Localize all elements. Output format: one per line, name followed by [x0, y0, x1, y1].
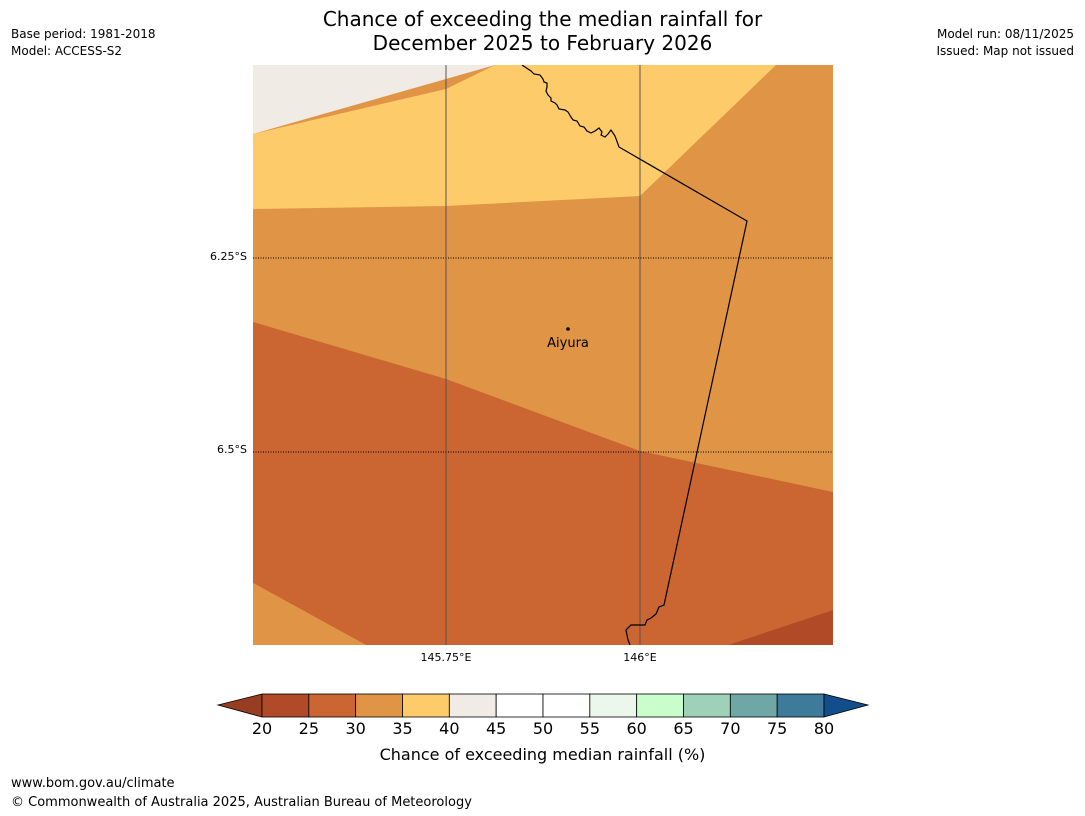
colorbar-under-arrow	[216, 693, 263, 718]
map-title: Chance of exceeding the median rainfall …	[0, 7, 1085, 55]
colorbar-cell	[261, 693, 310, 718]
lon-label-146: 146°E	[623, 651, 657, 664]
model-text: Model: ACCESS-S2	[11, 44, 123, 58]
colorbar-cell	[683, 693, 731, 718]
zone-35-40	[253, 65, 776, 209]
colorbar-over-arrow	[823, 693, 870, 718]
colorbar-tick-label: 40	[439, 719, 460, 738]
colorbar-cell	[402, 693, 450, 718]
place-label-aiyura: Aiyura	[547, 336, 589, 351]
colorbar-tick-label: 25	[298, 719, 320, 738]
colorbar-tick-label: 70	[720, 719, 741, 738]
aiyura-marker	[566, 327, 570, 331]
colorbar-tick-label: 80	[813, 719, 835, 738]
border-line	[521, 64, 748, 646]
colorbar-tick-label: 75	[766, 719, 788, 738]
colorbar-cell	[636, 693, 684, 718]
base-period-text: Base period: 1981-2018	[11, 27, 156, 41]
colorbar-tick-label: 50	[532, 719, 554, 738]
lon-label-145-75: 145.75°E	[420, 651, 472, 664]
lat-label-6-25: 6.25°S	[210, 250, 247, 263]
colorbar-cell	[495, 693, 544, 718]
issued-text: Issued: Map not issued	[936, 44, 1074, 58]
colorbar-tick-label: 30	[345, 719, 366, 738]
colorbar-cell	[589, 693, 638, 718]
map-svg	[253, 64, 833, 646]
colorbar-tick-label: 20	[251, 719, 273, 738]
colorbar-tick-label: 65	[673, 719, 694, 738]
map-panel[interactable]	[253, 64, 833, 646]
model-run-text: Model run: 08/11/2025	[936, 27, 1074, 41]
meta-info-left: Base period: 1981-2018 Model: ACCESS-S2	[11, 26, 156, 60]
zone-40-45	[253, 65, 495, 134]
meta-info-right: Model run: 08/11/2025 Issued: Map not is…	[936, 26, 1074, 60]
zone-20-25	[728, 610, 833, 645]
footer-url[interactable]: www.bom.gov.au/climate	[11, 776, 175, 791]
colorbar-label: Chance of exceeding median rainfall (%)	[379, 745, 706, 764]
colorbar-tick-label: 35	[392, 719, 413, 738]
colorbar-tick-label: 60	[626, 719, 647, 738]
colorbar-tick-label: 55	[579, 719, 601, 738]
title-line-2: December 2025 to February 2026	[372, 31, 713, 55]
zone-30-35-corner	[253, 583, 366, 645]
colorbar-cell	[729, 693, 778, 718]
zone-25-30	[253, 322, 833, 645]
colorbar	[216, 693, 870, 718]
footer-copyright: © Commonwealth of Australia 2025, Austra…	[11, 795, 472, 810]
colorbar-cell	[776, 693, 825, 718]
colorbar-cell	[355, 693, 403, 718]
lat-label-6-5: 6.5°S	[217, 443, 247, 456]
title-line-1: Chance of exceeding the median rainfall …	[322, 7, 763, 31]
colorbar-cell	[448, 693, 497, 718]
colorbar-cell	[542, 693, 591, 718]
colorbar-tick-label: 45	[485, 719, 507, 738]
colorbar-cell	[308, 693, 357, 718]
colorbar-cells	[261, 693, 825, 718]
